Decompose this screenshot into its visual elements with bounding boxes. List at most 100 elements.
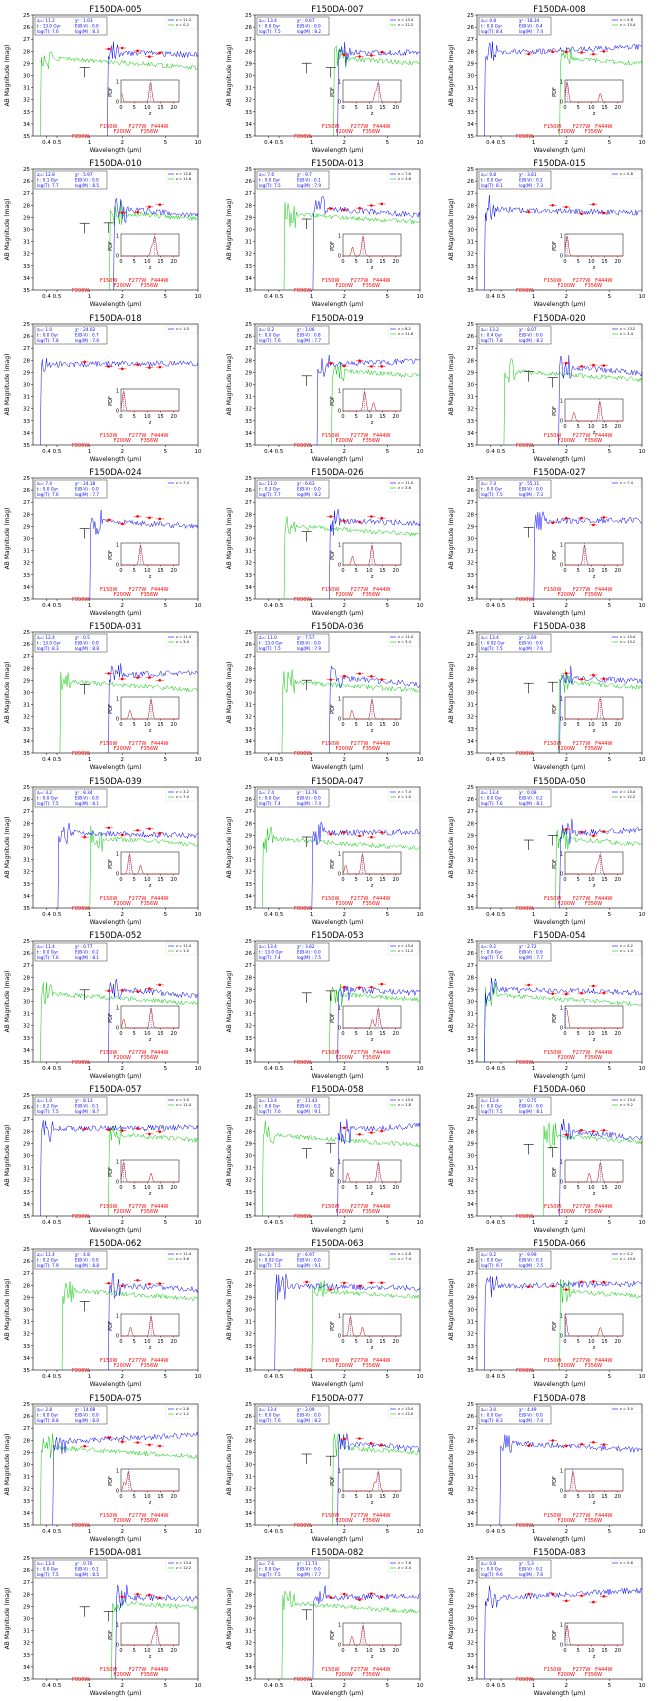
x-tick-label: 5: [386, 1220, 390, 1226]
legend-box: [609, 1405, 642, 1413]
info-text: log(M) : 7.7: [519, 955, 543, 960]
y-tick-label: 34: [23, 122, 30, 128]
y-tick-label: 32: [23, 869, 30, 875]
plot-area: [262, 1119, 420, 1217]
phot-point: [592, 1130, 595, 1133]
inset-x-tick-label: 0: [341, 1031, 344, 1037]
y-tick-label: 32: [245, 1178, 252, 1184]
info-text: χ² : 0.75: [519, 1098, 537, 1103]
x-tick-label: 0.5: [275, 1374, 284, 1380]
inset-x-tick-label: 20: [393, 1648, 399, 1654]
phot-point: [83, 835, 86, 838]
info-box: [34, 171, 108, 190]
pdf-inset: [342, 1468, 402, 1491]
legend-entry: z = 7.4: [176, 481, 190, 485]
y-tick-label: 33: [467, 1653, 474, 1659]
y-tick-label: 33: [245, 1190, 252, 1196]
y-tick-label: 31: [23, 240, 30, 246]
inset-y-tick-label: 1: [560, 234, 563, 240]
phot-point: [342, 208, 346, 212]
y-tick-label: 33: [245, 264, 252, 270]
inset-y-tick-label: 1: [560, 1468, 563, 1474]
filter-label: F200W: [558, 592, 575, 598]
inset-x-tick-label: 5: [355, 877, 358, 883]
info-box: [34, 1251, 108, 1270]
y-tick-label: 30: [467, 536, 474, 542]
y-tick-label: 34: [245, 430, 252, 436]
inset-y-tick-label: 1: [560, 1623, 563, 1629]
inset-y-label: PDF: [552, 1167, 558, 1177]
pdf-curve: [565, 1162, 623, 1183]
y-axis-label: AB Magnitude (mag): [226, 1279, 233, 1341]
phot-point: [305, 1281, 308, 1284]
y-tick-label: 27: [23, 1426, 30, 1432]
y-tick-label: 33: [467, 264, 474, 270]
phot-point: [148, 1593, 151, 1597]
y-axis-label: AB Magnitude (mag): [448, 199, 455, 261]
phot-point: [380, 1595, 384, 1599]
filter-label: F090W: [72, 443, 89, 449]
y-tick-label: 26: [467, 1259, 474, 1265]
y-tick-label: 25: [245, 13, 252, 19]
inset-x-tick-label: 5: [133, 1185, 136, 1191]
x-tick-label: 2: [343, 140, 347, 146]
pdf-curve: [564, 1007, 623, 1029]
filter-label: F090W: [294, 1060, 311, 1066]
x-tick-label: 0.4: [264, 1374, 273, 1380]
phot-point: [148, 205, 151, 209]
info-text: E(B-V) : 0.0: [75, 486, 99, 491]
x-tick-label: 5: [386, 1066, 390, 1072]
chart-title: F150DA-063: [311, 1239, 363, 1249]
filter-label: F356W: [141, 283, 158, 289]
filter-label: F277W: [351, 1513, 368, 1519]
phot-point: [370, 1281, 373, 1285]
info-text: E(B-V) : 0.1: [75, 1104, 99, 1109]
filter-label: F356W: [363, 1518, 380, 1524]
filter-label: F150W: [544, 278, 561, 284]
filter-label: F200W: [558, 1363, 575, 1369]
x-axis-label: Wavelength (µm): [534, 1227, 586, 1234]
y-tick-label: 35: [23, 597, 30, 603]
phot-point: [564, 992, 568, 996]
y-tick-label: 32: [23, 561, 30, 567]
info-text: E(B-V) : 0.0: [297, 1567, 321, 1572]
inset-x-tick-label: 5: [577, 1494, 580, 1500]
filter-label: F150W: [544, 896, 561, 902]
y-tick-label: 33: [245, 727, 252, 733]
y-tick-label: 29: [467, 1450, 474, 1456]
y-tick-label: 29: [23, 61, 30, 67]
inset-x-label: z: [149, 1500, 152, 1506]
y-tick-label: 29: [23, 1450, 30, 1456]
inset-y-tick-label: 1: [116, 1623, 119, 1629]
inset-y-tick-label: 0: [338, 1488, 341, 1494]
inset-x-tick-label: 5: [355, 1648, 358, 1654]
inset-x-label: z: [371, 420, 374, 426]
x-tick-label: 0.4: [486, 449, 495, 455]
filter-label: F150W: [322, 124, 339, 130]
chart-title: F150DA-075: [89, 1394, 141, 1404]
phot-point: [148, 1283, 151, 1286]
phot-point: [158, 831, 162, 834]
info-text: log(M) : 8.3: [75, 29, 99, 34]
filter-label: F277W: [573, 1513, 590, 1519]
chart-title: F150DA-047: [311, 777, 363, 787]
y-tick-label: 27: [467, 809, 474, 815]
x-axis-label: Wavelength (µm): [534, 610, 586, 617]
model-sed-secondary: [333, 45, 420, 136]
y-tick-label: 29: [245, 833, 252, 839]
phot-point: [370, 54, 373, 57]
info-text: χ² : 0.5: [75, 635, 90, 640]
chart-title: F150DA-082: [311, 1548, 363, 1558]
plot-area: [274, 1274, 420, 1371]
inset-x-tick-label: 20: [171, 1494, 177, 1500]
phot-point: [136, 1127, 139, 1131]
info-text: E(B-V) : 0.1: [297, 178, 321, 183]
inset-x-tick-label: 0: [563, 568, 566, 574]
info-text: log(T): 7.5: [259, 29, 281, 34]
x-axis-label: Wavelength (µm): [90, 1227, 142, 1234]
info-text: zₚₕ: 12.4: [37, 635, 55, 640]
phot-point: [148, 987, 151, 990]
